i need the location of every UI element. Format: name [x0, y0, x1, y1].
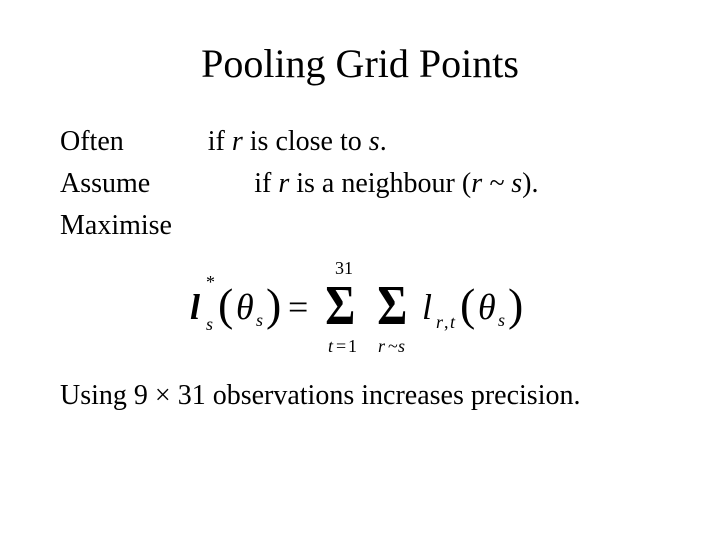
line-often: Often if r is close to s. [60, 123, 660, 161]
line1-end: . [380, 126, 387, 157]
sum1-sigma: Σ [325, 278, 355, 334]
slide: Pooling Grid Points Often if r is close … [0, 0, 720, 540]
sum1-lower-1: 1 [348, 336, 357, 357]
closing-line: Using 9 × 31 observations increases prec… [60, 380, 660, 412]
rhs-sub-r: r [436, 312, 443, 333]
lhs-theta-sub: s [256, 310, 263, 331]
lhs-l: l [190, 286, 200, 328]
closing-b: 31 observations increases precision. [171, 380, 581, 411]
relation-r-s: r ~ s [471, 168, 522, 199]
line1-mid: is close to [243, 126, 369, 157]
sum1-lower-t: t [328, 336, 333, 357]
slide-title: Pooling Grid Points [60, 40, 660, 87]
times-symbol: × [155, 380, 171, 411]
rhs-sub-t: t [450, 312, 455, 333]
sum1-lower-eq: = [336, 336, 346, 357]
formula: l * s ( θ s ) = 31 Σ t = 1 Σ r ~ s l r ,… [60, 250, 660, 370]
rhs-close-paren: ) [508, 282, 523, 328]
closing-a: Using 9 [60, 380, 155, 411]
rhs-theta: θ [478, 286, 496, 328]
line2-mid: is a neighbour ( [289, 168, 471, 199]
line1-prefix: Often [60, 126, 124, 157]
line2-prefix: Assume [60, 168, 150, 199]
var-r: r [278, 168, 289, 199]
line2-if: if [254, 168, 278, 199]
rhs-open-paren: ( [460, 282, 475, 328]
equals-sign: = [288, 286, 308, 328]
rhs-sub-comma: , [444, 312, 449, 333]
line2-end: ). [522, 168, 538, 199]
rhs-theta-sub: s [498, 310, 505, 331]
sum2-lower-r: r [378, 336, 385, 357]
sum2-lower-s: s [398, 336, 405, 357]
lhs-sub-s: s [206, 314, 213, 335]
sum2-lower-tilde: ~ [388, 336, 398, 357]
var-s: s [369, 126, 380, 157]
lhs-close-paren: ) [266, 282, 281, 328]
line-assume: Assume if r is a neighbour (r ~ s). [60, 165, 660, 203]
rhs-l: l [422, 286, 432, 328]
var-r: r [232, 126, 243, 157]
lhs-open-paren: ( [218, 282, 233, 328]
sum2-sigma: Σ [377, 278, 407, 334]
lhs-star: * [206, 272, 215, 293]
line-maximise: Maximise [60, 207, 660, 245]
lhs-theta: θ [236, 286, 254, 328]
line1-if: if [208, 126, 232, 157]
